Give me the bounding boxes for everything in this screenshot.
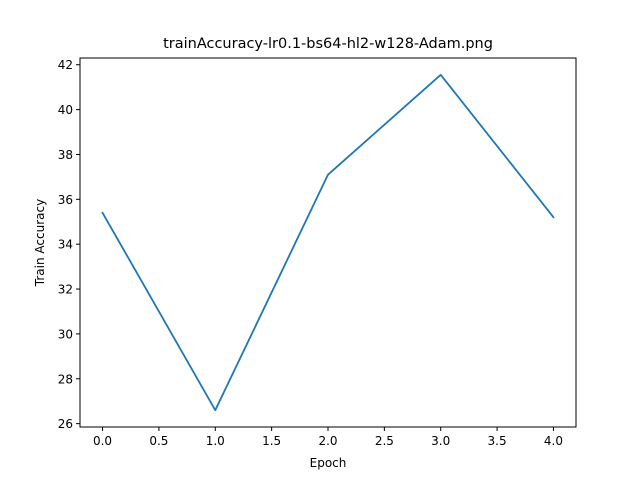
- x-tick-label: 2.0: [318, 434, 337, 448]
- x-tick-label: 1.0: [206, 434, 225, 448]
- y-tick-label: 28: [58, 372, 73, 386]
- y-tick-label: 26: [58, 417, 73, 431]
- y-axis-label: Train Accuracy: [33, 199, 47, 287]
- y-tick-label: 32: [58, 283, 73, 297]
- x-tick-label: 3.5: [488, 434, 507, 448]
- x-tick-label: 3.0: [431, 434, 450, 448]
- x-tick-label: 2.5: [375, 434, 394, 448]
- y-tick-label: 30: [58, 327, 73, 341]
- y-tick-label: 34: [58, 238, 73, 252]
- x-axis-label: Epoch: [310, 456, 347, 470]
- x-tick-label: 0.5: [149, 434, 168, 448]
- chart-title: trainAccuracy-lr0.1-bs64-hl2-w128-Adam.p…: [163, 36, 493, 52]
- x-axis-ticks: 0.0 0.5 1.0 1.5 2.0 2.5 3.0 3.5 4.0: [93, 427, 563, 448]
- x-tick-label: 0.0: [93, 434, 112, 448]
- y-tick-label: 36: [58, 193, 73, 207]
- y-axis-ticks: 26 28 30 32 34 36 38 40 42: [58, 58, 80, 431]
- y-tick-label: 40: [58, 103, 73, 117]
- x-tick-label: 1.5: [262, 434, 281, 448]
- series-line-0: [101, 73, 555, 412]
- y-tick-label: 42: [58, 58, 73, 72]
- plot-layer: [101, 73, 555, 412]
- x-tick-label: 4.0: [544, 434, 563, 448]
- y-tick-label: 38: [58, 148, 73, 162]
